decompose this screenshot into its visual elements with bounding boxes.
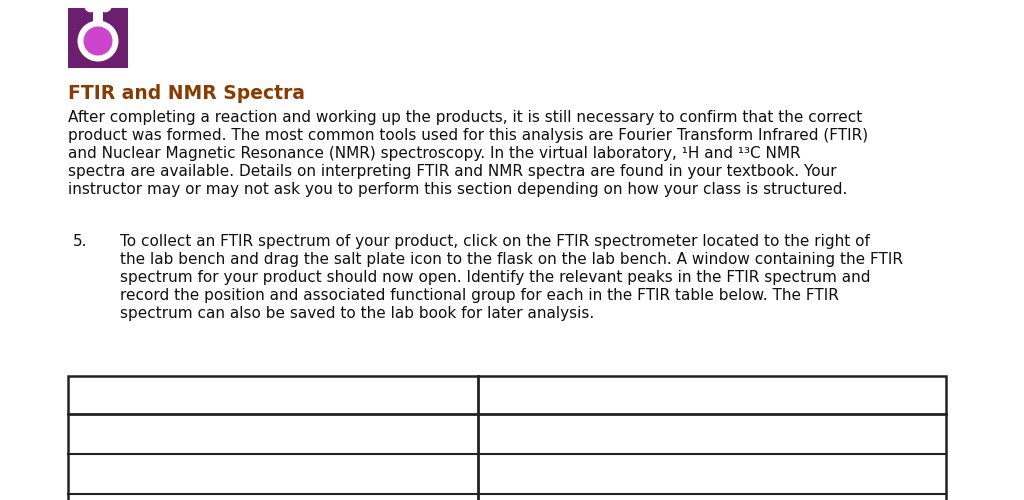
Circle shape [84, 27, 112, 55]
Text: the lab bench and drag the salt plate icon to the flask on the lab bench. A wind: the lab bench and drag the salt plate ic… [120, 252, 903, 267]
Text: To collect an FTIR spectrum of your product, click on the FTIR spectrometer loca: To collect an FTIR spectrum of your prod… [120, 234, 869, 249]
Text: product was formed. The most common tools used for this analysis are Fourier Tra: product was formed. The most common tool… [68, 128, 868, 143]
Text: 2.: 2. [78, 466, 92, 481]
Bar [68, 376, 946, 500]
Text: 1.: 1. [78, 426, 92, 442]
Bar [92, 8, 103, 24]
Text: List position (cm⁻¹) & functional group: List position (cm⁻¹) & functional group [138, 388, 409, 402]
Text: spectrum for your product should now open. Identify the relevant peaks in the FT: spectrum for your product should now ope… [120, 270, 870, 285]
Text: FTIR and NMR Spectra: FTIR and NMR Spectra [68, 84, 305, 103]
Text: 6.: 6. [488, 466, 503, 481]
Circle shape [99, 0, 112, 12]
Text: 5.: 5. [73, 234, 87, 249]
Text: and Nuclear Magnetic Resonance (NMR) spectroscopy. In the virtual laboratory, ¹H: and Nuclear Magnetic Resonance (NMR) spe… [68, 146, 801, 161]
Text: spectrum can also be saved to the lab book for later analysis.: spectrum can also be saved to the lab bo… [120, 306, 594, 321]
Text: 5.: 5. [488, 426, 503, 442]
Text: 4.: 4. [488, 388, 503, 402]
Bar [68, 8, 128, 68]
Text: instructor may or may not ask you to perform this section depending on how your : instructor may or may not ask you to per… [68, 182, 848, 197]
Circle shape [85, 0, 97, 12]
Circle shape [78, 21, 118, 61]
Text: spectra are available. Details on interpreting FTIR and NMR spectra are found in: spectra are available. Details on interp… [68, 164, 837, 179]
Text: After completing a reaction and working up the products, it is still necessary t: After completing a reaction and working … [68, 110, 862, 125]
Text: FTIR: FTIR [76, 386, 125, 404]
Text: record the position and associated functional group for each in the FTIR table b: record the position and associated funct… [120, 288, 839, 303]
